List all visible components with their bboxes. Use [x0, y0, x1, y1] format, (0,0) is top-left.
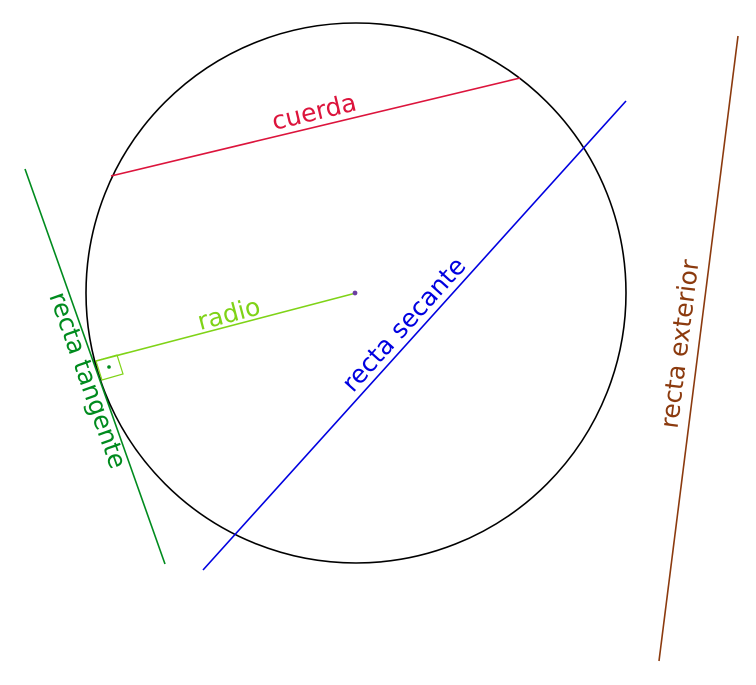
radius-line	[95, 292, 357, 362]
tangent-line	[24, 168, 166, 565]
circle	[85, 22, 627, 564]
secant-label: recta secante	[336, 251, 472, 397]
radius-label: radio	[194, 292, 263, 336]
center-point	[352, 290, 358, 296]
right-angle-marker	[95, 354, 124, 381]
right-angle-dot	[107, 365, 111, 369]
chord-label: cuerda	[269, 88, 359, 136]
secant-line	[202, 100, 627, 571]
chord-line	[110, 77, 521, 177]
tangent-label: recta tangente	[43, 288, 132, 472]
exterior-line	[658, 35, 739, 662]
exterior-label: recta exterior	[655, 257, 705, 430]
